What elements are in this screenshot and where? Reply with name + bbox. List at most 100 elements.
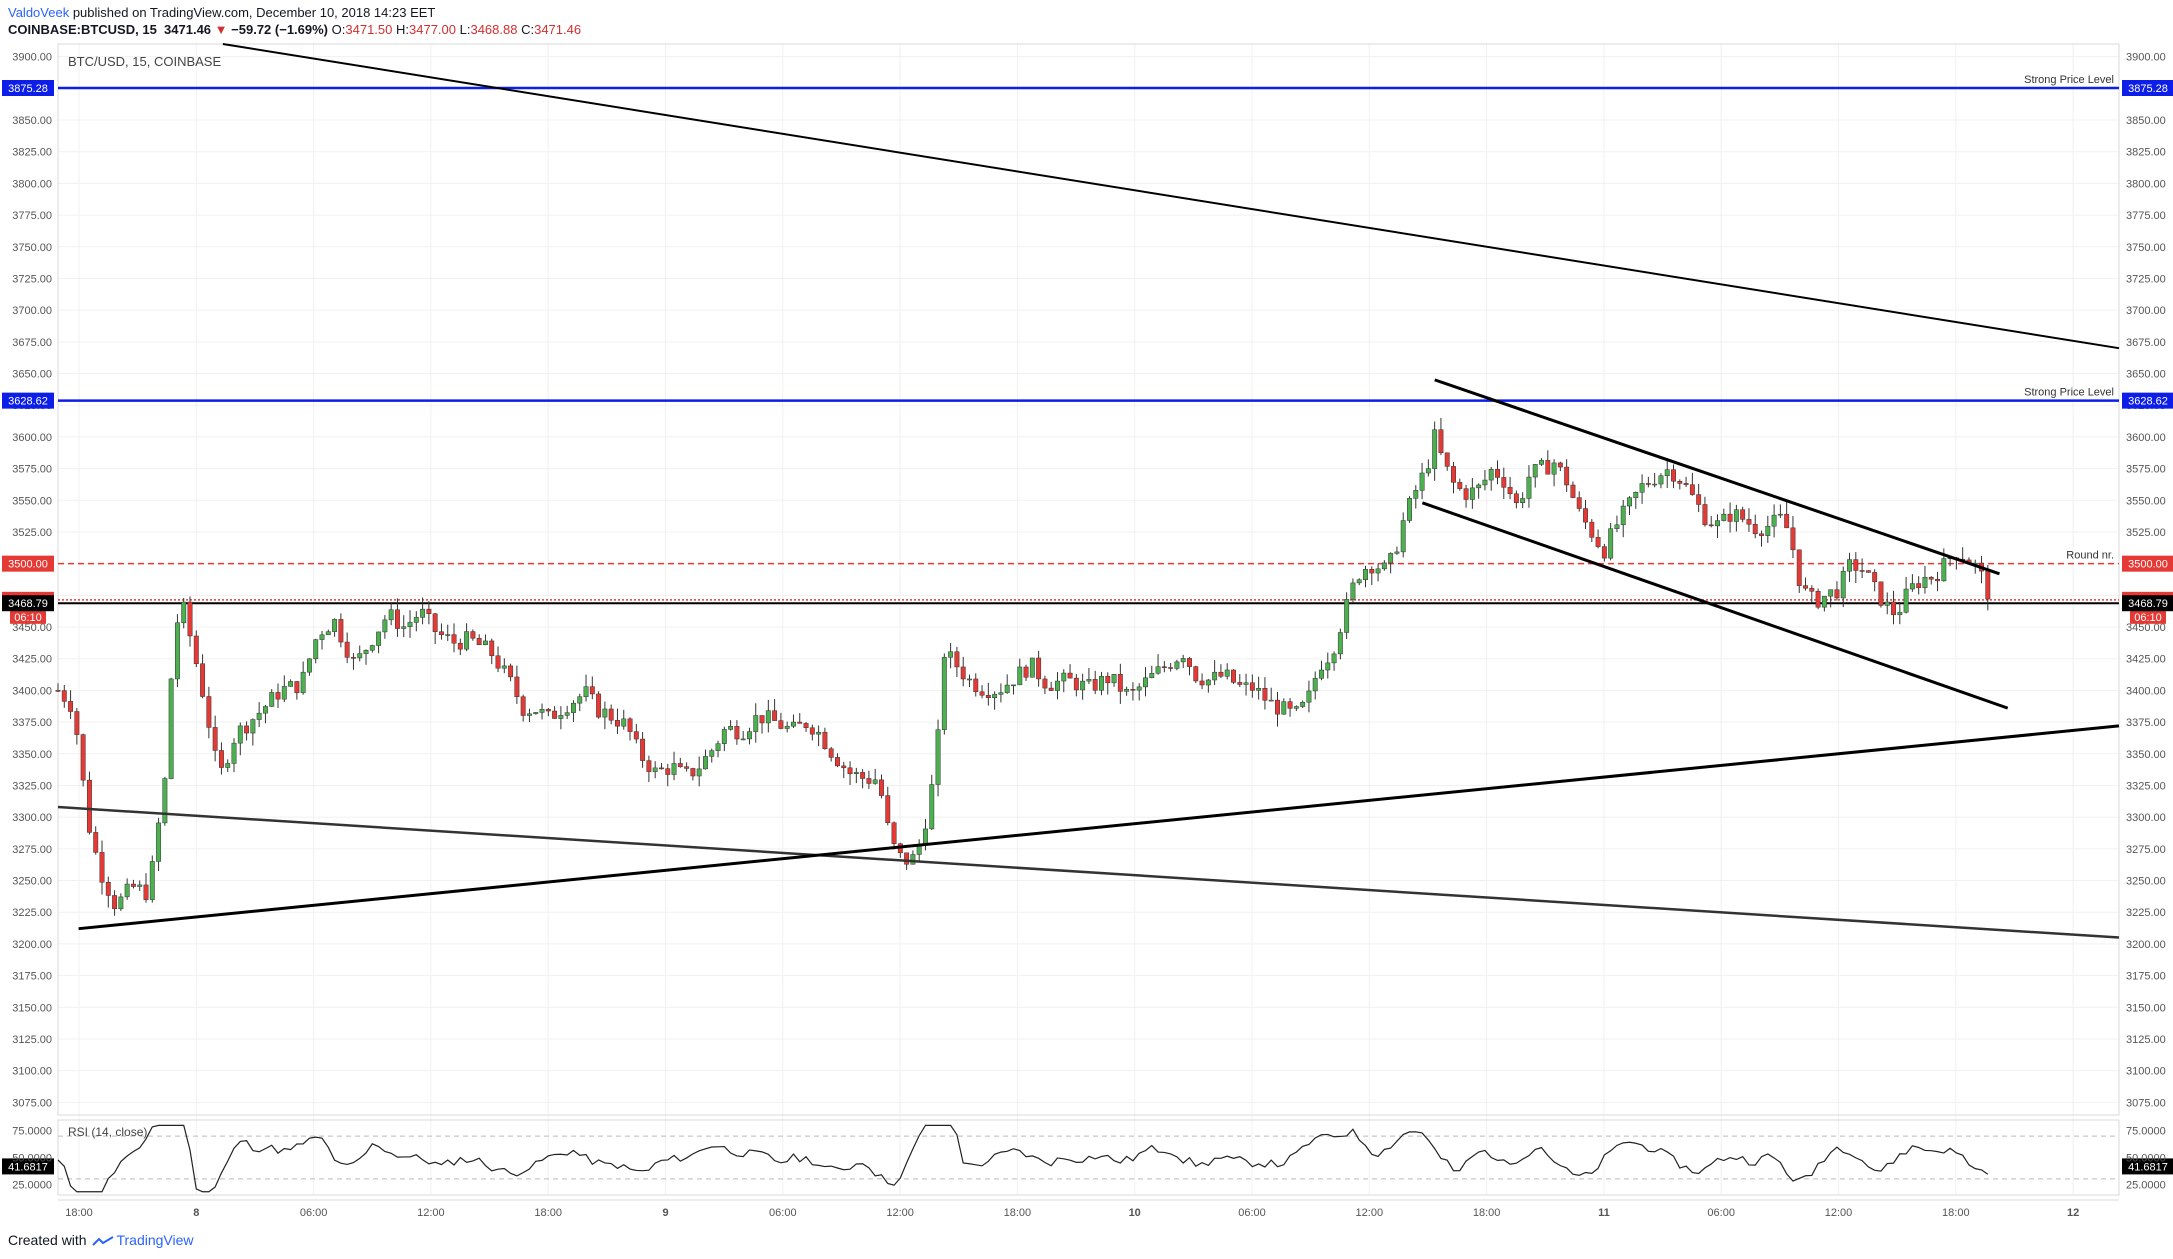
price-level-badge — [2, 392, 54, 409]
candle-body — [1067, 672, 1073, 679]
author-link[interactable]: ValdoVeek — [8, 5, 70, 20]
candle-body — [1099, 675, 1104, 691]
price-tick-label-left: 3400.00 — [12, 685, 52, 697]
price-tick-label-left: 3550.00 — [12, 495, 52, 507]
candle-body — [1614, 524, 1620, 529]
candle-body — [350, 657, 356, 659]
candle-body — [206, 696, 212, 728]
rsi-tick-label-right: 75.0000 — [2126, 1126, 2166, 1138]
time-tick-label: 18:00 — [1004, 1207, 1032, 1219]
candle-body — [1557, 462, 1563, 468]
price-level-badge-text: 3468.79 — [2128, 598, 2168, 610]
rsi-value-badge-text: 41.6817 — [2128, 1161, 2168, 1173]
candle-body — [941, 657, 947, 730]
time-tick-label: 18:00 — [1942, 1207, 1970, 1219]
price-tick-label-right: 3175.00 — [2126, 971, 2166, 983]
countdown-badge-text: 06:10 — [2134, 612, 2162, 624]
price-tick-label-left: 3775.00 — [12, 210, 52, 222]
candle-body — [552, 710, 558, 719]
candle-body — [212, 727, 218, 751]
candle-body — [1576, 497, 1582, 509]
price-axis-left[interactable]: 3900.003875.003850.003825.003800.003775.… — [2, 52, 54, 1175]
candle-body — [1671, 469, 1676, 482]
candle-body — [174, 622, 180, 680]
rsi-value-badge — [2122, 1158, 2173, 1175]
price-level-badge — [2122, 555, 2173, 572]
candle-body — [200, 663, 206, 697]
high-value: 3477.00 — [409, 22, 456, 37]
candle-body — [93, 832, 99, 853]
rsi-value-badge-text: 41.6817 — [8, 1161, 48, 1173]
price-tick-label-left: 3450.00 — [12, 622, 52, 634]
candle-body — [640, 738, 646, 761]
time-tick-label: 06:00 — [1707, 1207, 1735, 1219]
candle-body — [1130, 689, 1136, 691]
candle-body — [1451, 466, 1456, 483]
open-value: 3471.50 — [345, 22, 393, 37]
candle-body — [420, 608, 426, 618]
candle-body — [1803, 585, 1808, 589]
candle-body — [332, 619, 338, 632]
close-label: C: — [521, 22, 535, 37]
candle-body — [589, 686, 595, 695]
price-level-badge — [2, 80, 54, 97]
candle-body — [1645, 483, 1651, 485]
candle-body — [659, 767, 664, 770]
candle-body — [55, 690, 61, 692]
candle-body — [288, 681, 294, 687]
candle-body — [457, 642, 463, 650]
candle-body — [703, 756, 708, 770]
candle-body — [394, 609, 400, 629]
candle-body — [193, 635, 199, 664]
candle-body — [1702, 504, 1708, 526]
candle-body — [294, 681, 300, 694]
candle-body — [1520, 498, 1526, 504]
time-tick-label: 06:00 — [769, 1207, 797, 1219]
candle-body — [671, 763, 677, 775]
candle-body — [1847, 559, 1852, 572]
symbol-label: COINBASE:BTCUSD, 15 — [8, 22, 157, 37]
candle-body — [1840, 570, 1846, 599]
candle-body — [866, 778, 872, 784]
price-level-text: Strong Price Level — [2024, 74, 2114, 86]
price-level-badge — [2122, 595, 2173, 612]
candle-body — [948, 651, 954, 658]
candle-body — [1218, 671, 1224, 677]
candle-body — [1187, 658, 1192, 667]
time-axis[interactable]: 18:00 8 06:00 12:00 18:00 9 06:00 12:00 18:00 10 0… — [58, 1199, 2119, 1219]
candle-body — [1048, 687, 1054, 691]
candle-body — [508, 665, 514, 678]
candle-body — [445, 634, 451, 636]
candle-body — [244, 725, 250, 734]
candle-body — [992, 694, 998, 699]
candle-body — [1287, 701, 1293, 709]
candle-body — [1658, 475, 1664, 485]
price-tick-label-right: 3575.00 — [2126, 464, 2166, 476]
candle-body — [1564, 466, 1570, 486]
trendline — [57, 805, 2120, 939]
time-tick-label: 06:00 — [1238, 1207, 1266, 1219]
candle-body — [985, 694, 991, 699]
candle-body — [319, 634, 325, 640]
price-tick-label-left: 3200.00 — [12, 939, 52, 951]
candle-body — [1256, 687, 1262, 691]
price-tick-label-left: 3075.00 — [12, 1097, 52, 1109]
candle-body — [1759, 533, 1764, 536]
candle-body — [1029, 657, 1035, 678]
candle-body — [438, 631, 444, 635]
footer-brand[interactable]: TradingView — [116, 1232, 194, 1248]
candle-body — [137, 884, 143, 887]
candle-body — [1042, 678, 1048, 689]
price-level-badge-text: 3500.00 — [2128, 559, 2168, 571]
candle-body — [1073, 677, 1079, 691]
price-axis-right[interactable]: 3900.003875.003850.003825.003800.003775.… — [2122, 52, 2173, 1175]
candle-body — [1432, 429, 1438, 469]
candle-body — [1922, 576, 1928, 588]
last-price: 3471.46 — [164, 22, 212, 37]
candle-body — [533, 712, 539, 715]
chart-title: BTC/USD, 15, COINBASE — [68, 54, 221, 69]
candle-body — [1149, 673, 1155, 679]
candle-body — [1495, 469, 1500, 478]
candle-body — [1124, 689, 1130, 692]
